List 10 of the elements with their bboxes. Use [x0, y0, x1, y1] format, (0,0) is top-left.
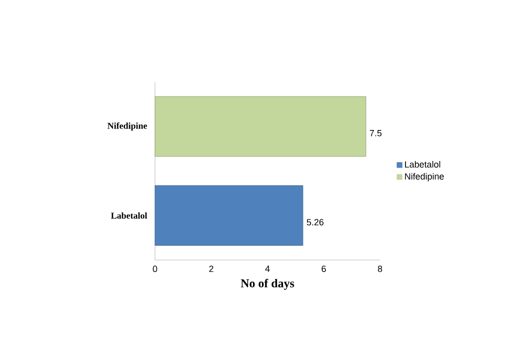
x-axis-title: No of days — [240, 278, 294, 290]
legend-label: Nifedipine — [405, 172, 444, 182]
x-tick-label: 6 — [322, 266, 326, 272]
x-tick-label: 8 — [378, 266, 382, 272]
x-tick-label: 2 — [209, 266, 214, 272]
x-tick-label: 0 — [152, 266, 158, 272]
data-label: 5.26 — [306, 219, 324, 226]
data-label: 7.5 — [370, 130, 382, 136]
x-tick-label: 4 — [265, 266, 270, 272]
legend-label: Labetalol — [405, 161, 440, 168]
